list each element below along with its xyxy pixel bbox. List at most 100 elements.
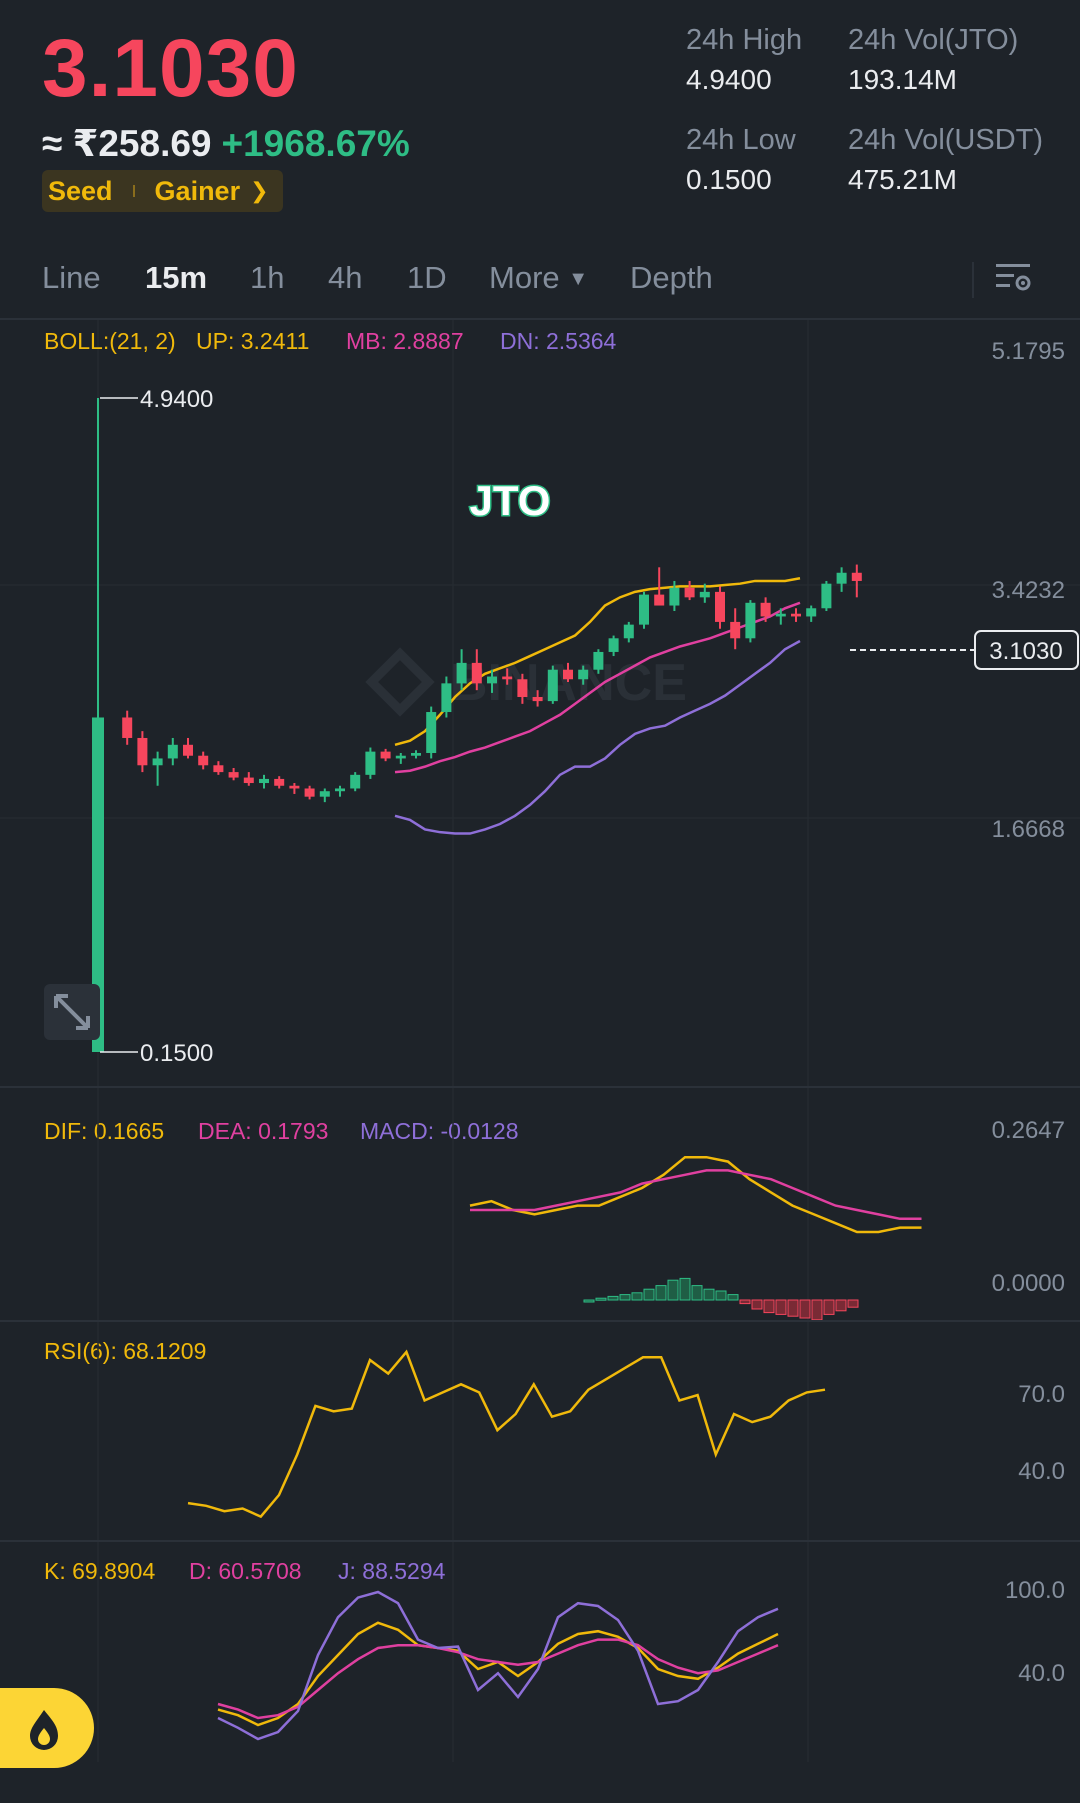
candle-body: [654, 594, 665, 606]
high-marker: 4.9400: [140, 386, 213, 413]
candle-body: [563, 669, 573, 680]
candle-body: [319, 791, 330, 797]
macd-histogram-bar: [823, 1299, 835, 1315]
candle-body: [806, 608, 817, 617]
expand-button[interactable]: [44, 984, 100, 1040]
tab-divider: [972, 262, 974, 298]
macd-histogram-bar: [787, 1299, 799, 1317]
macd-histogram-bar: [835, 1299, 847, 1312]
watermark-text: BINANCE: [450, 654, 687, 712]
fiat-price: ≈ ₹258.69: [42, 123, 212, 164]
candle-body: [92, 717, 104, 1052]
last-price-tag-box: [974, 630, 1079, 670]
macd-histogram-bar: [607, 1295, 619, 1301]
candle-body: [684, 587, 695, 598]
tab-1d[interactable]: 1D: [407, 260, 447, 295]
chart-settings-icon[interactable]: [994, 258, 1034, 298]
kdj-chart[interactable]: [0, 1542, 1080, 1762]
tag-group[interactable]: Seed Gainer ❯: [42, 170, 283, 212]
vol-quote-value: 475.21M: [848, 164, 957, 195]
candlestick-chart[interactable]: BINANCE JTO 4.9400 0.1500 3.1030: [0, 320, 1080, 1086]
macd-histogram-bar: [583, 1299, 595, 1303]
macd-histogram-bar: [715, 1290, 727, 1301]
candle-body: [547, 669, 558, 702]
macd-histogram-bar: [619, 1294, 631, 1301]
tab-4h[interactable]: 4h: [328, 260, 363, 295]
macd-histogram-bar: [799, 1299, 811, 1319]
candle-body: [137, 737, 148, 766]
candle-body: [456, 662, 467, 684]
candle-body: [243, 777, 254, 784]
gainer-tag[interactable]: Gainer: [154, 175, 241, 206]
candle-body: [335, 788, 345, 792]
candle-body: [517, 679, 528, 698]
macd-histogram-bar: [703, 1288, 715, 1301]
last-price-tag: 3.1030: [989, 638, 1062, 665]
candle-body: [411, 752, 421, 756]
candle-body: [578, 669, 589, 680]
rsi-y-label: 70.0: [1018, 1381, 1065, 1408]
rsi-chart[interactable]: [0, 1322, 1080, 1540]
candle-body: [502, 676, 513, 680]
high-label: 24h High: [686, 24, 803, 56]
candle-body: [532, 697, 543, 702]
candle-body: [395, 755, 406, 759]
tab-1h[interactable]: 1h: [250, 260, 285, 295]
tab-more[interactable]: More ▼: [489, 260, 588, 296]
tab-depth[interactable]: Depth: [630, 260, 713, 295]
chevron-right-icon: ❯: [250, 178, 269, 203]
vol-base-label: 24h Vol(JTO): [848, 24, 1019, 56]
kdj-y-label: 100.0: [1004, 1577, 1065, 1604]
macd-histogram-bar: [679, 1277, 691, 1301]
low-label: 24h Low: [686, 124, 796, 156]
macd-histogram-bar: [595, 1297, 607, 1301]
candle-body: [821, 583, 832, 609]
caret-down-icon: ▼: [568, 268, 589, 290]
candle-body: [699, 591, 710, 598]
candle-body: [487, 676, 497, 684]
low-marker: 0.1500: [140, 1040, 213, 1067]
candle-body: [274, 778, 285, 786]
main-y-label: 3.4232: [991, 577, 1065, 604]
candle-body: [380, 751, 391, 759]
macd-histogram-bar: [691, 1285, 703, 1301]
boll-mb: MB: 2.8887: [346, 328, 464, 354]
candle-body: [213, 765, 224, 773]
fab-button[interactable]: [0, 1688, 94, 1768]
symbol-label: JTO: [470, 477, 551, 524]
vol-quote-label: 24h Vol(USDT): [848, 124, 1044, 156]
candle-body: [350, 774, 361, 789]
expand-icon: [54, 994, 90, 1030]
kdj-d: D: 60.5708: [189, 1558, 302, 1584]
macd-histogram-bar: [667, 1279, 679, 1301]
macd-histogram-bar: [763, 1299, 775, 1314]
fiat-price-row: ≈ ₹258.69 +1968.67%: [42, 122, 410, 165]
boll-lower-line: [394, 639, 801, 835]
candle-body: [715, 591, 725, 622]
flame-icon: [30, 1710, 58, 1750]
change-percent: +1968.67%: [221, 123, 410, 164]
macd-y-label: 0.2647: [991, 1117, 1065, 1144]
boll-label: BOLL:(21, 2): [44, 328, 176, 354]
candle-body: [593, 651, 604, 670]
interval-tabs: Line 15m 1h 4h 1D More ▼ Depth: [0, 240, 1080, 316]
tag-divider: [132, 185, 135, 197]
macd-y-label: 0.0000: [991, 1270, 1065, 1297]
tab-line[interactable]: Line: [42, 260, 101, 295]
tab-more-label: More: [489, 260, 560, 295]
macd-histogram-bar: [727, 1294, 739, 1301]
candle-body: [304, 788, 315, 797]
rsi-divider: [0, 1320, 1080, 1322]
boll-dn: DN: 2.5364: [500, 328, 617, 354]
candle-body: [289, 785, 300, 789]
macd-dea: DEA: 0.1793: [198, 1118, 329, 1144]
d-line: [217, 1638, 779, 1720]
tab-15m[interactable]: 15m: [145, 260, 208, 295]
low-value: 0.1500: [686, 164, 772, 195]
seed-tag[interactable]: Seed: [48, 175, 113, 206]
macd-histogram-bar: [775, 1299, 787, 1315]
candle-body: [426, 712, 437, 753]
macd-chart[interactable]: [0, 1088, 1080, 1320]
candle-body: [608, 638, 619, 652]
macd-histogram-bar: [811, 1299, 823, 1320]
